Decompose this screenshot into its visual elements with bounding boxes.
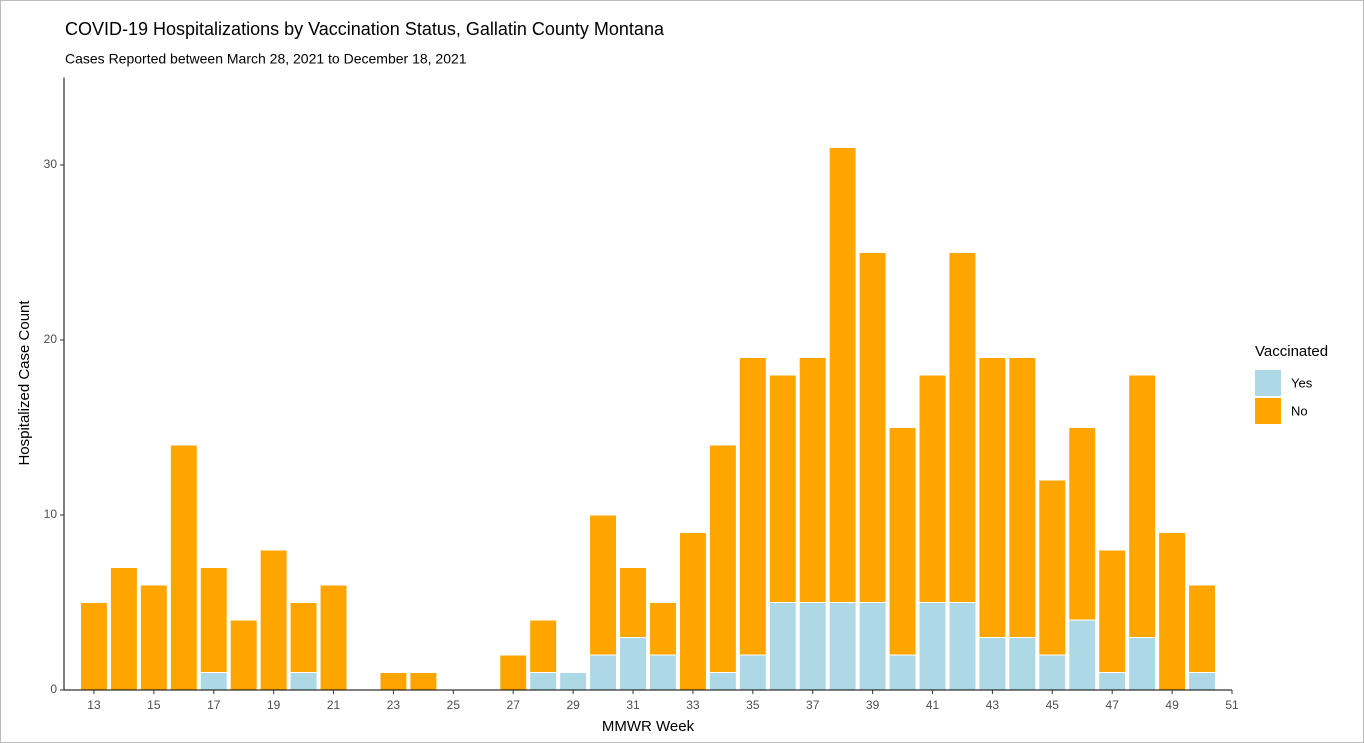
bar-segment [918, 602, 947, 691]
x-tick-label: 43 [986, 698, 1000, 712]
bar-segment [648, 654, 677, 691]
bar-segment [1128, 637, 1157, 691]
x-tick-label: 45 [1046, 698, 1060, 712]
bar-segment [708, 444, 737, 673]
bar-segment [1038, 654, 1067, 691]
x-tick-label: 15 [147, 698, 161, 712]
x-tick-label: 21 [327, 698, 341, 712]
bar-segment [589, 514, 618, 656]
y-tick-label: 20 [44, 332, 58, 346]
bar-segment [1068, 619, 1097, 691]
bar-segment [319, 584, 348, 691]
bar-segment [828, 602, 857, 691]
bar-segment [918, 374, 947, 603]
bar-segment [229, 619, 258, 691]
x-tick-label: 19 [267, 698, 281, 712]
bar-segment [619, 567, 648, 638]
bar-segment [529, 672, 558, 691]
bar-segment [978, 357, 1007, 638]
x-tick-label: 25 [447, 698, 461, 712]
bar-segment [169, 444, 198, 691]
bar-segment [888, 654, 917, 691]
legend-title: Vaccinated [1255, 343, 1328, 360]
chart-subtitle: Cases Reported between March 28, 2021 to… [65, 51, 467, 67]
bar-segment [589, 654, 618, 691]
bar-segment [1008, 357, 1037, 638]
bar-segment [858, 602, 887, 691]
bar-segment [738, 357, 767, 656]
x-tick-label: 13 [87, 698, 101, 712]
bar-segment [529, 619, 558, 673]
bar-segment [678, 532, 707, 691]
legend-key [1255, 398, 1281, 424]
x-tick-label: 29 [566, 698, 580, 712]
chart-title: COVID-19 Hospitalizations by Vaccination… [65, 19, 665, 39]
legend-label: Yes [1291, 375, 1313, 390]
bar-segment [738, 654, 767, 691]
x-tick-label: 49 [1165, 698, 1179, 712]
bar-segment [648, 602, 677, 656]
legend-label: No [1291, 403, 1308, 418]
bar-segment [1098, 549, 1127, 673]
x-axis-label: MMWR Week [602, 718, 695, 735]
x-tick-label: 23 [387, 698, 401, 712]
bar-segment [768, 374, 797, 603]
bar-segment [1128, 374, 1157, 638]
bar-segment [798, 602, 827, 691]
bar-segment [289, 602, 318, 673]
bar-segment [409, 672, 438, 691]
bar-segment [1068, 427, 1097, 621]
bar-segment [828, 147, 857, 603]
bar-segment [768, 602, 797, 691]
x-tick-label: 47 [1106, 698, 1120, 712]
legend-key [1255, 370, 1281, 396]
x-tick-label: 39 [866, 698, 880, 712]
y-tick-label: 30 [44, 157, 58, 171]
bar-segment [259, 549, 288, 691]
bar-segment [109, 567, 138, 691]
x-tick-label: 27 [507, 698, 521, 712]
bar-segment [1188, 584, 1217, 673]
bar-segment [79, 602, 108, 691]
bar-segment [948, 252, 977, 603]
bar-segment [1098, 672, 1127, 691]
bar-segment [199, 672, 228, 691]
bar-segment [139, 584, 168, 691]
x-tick-label: 37 [806, 698, 820, 712]
bar-segment [948, 602, 977, 691]
bar-segment [559, 672, 588, 691]
x-tick-label: 51 [1225, 698, 1239, 712]
bar-segment [1038, 479, 1067, 656]
bar-segment [888, 427, 917, 656]
bar-segment [978, 637, 1007, 691]
x-tick-label: 35 [746, 698, 760, 712]
bar-segment [499, 654, 528, 691]
x-tick-label: 41 [926, 698, 940, 712]
y-axis-label: Hospitalized Case Count [16, 300, 33, 466]
bar-segment [379, 672, 408, 691]
bar-segment [1158, 532, 1187, 691]
bar-segment [619, 637, 648, 691]
bar-segment [199, 567, 228, 673]
x-tick-label: 17 [207, 698, 221, 712]
bar-segment [858, 252, 887, 603]
y-tick-label: 10 [44, 507, 58, 521]
x-tick-label: 31 [626, 698, 640, 712]
bar-segment [1008, 637, 1037, 691]
bar-segment [798, 357, 827, 603]
x-tick-label: 33 [686, 698, 700, 712]
bar-segment [1188, 672, 1217, 691]
y-tick-label: 0 [50, 682, 57, 696]
bar-segment [708, 672, 737, 691]
bar-segment [289, 672, 318, 691]
